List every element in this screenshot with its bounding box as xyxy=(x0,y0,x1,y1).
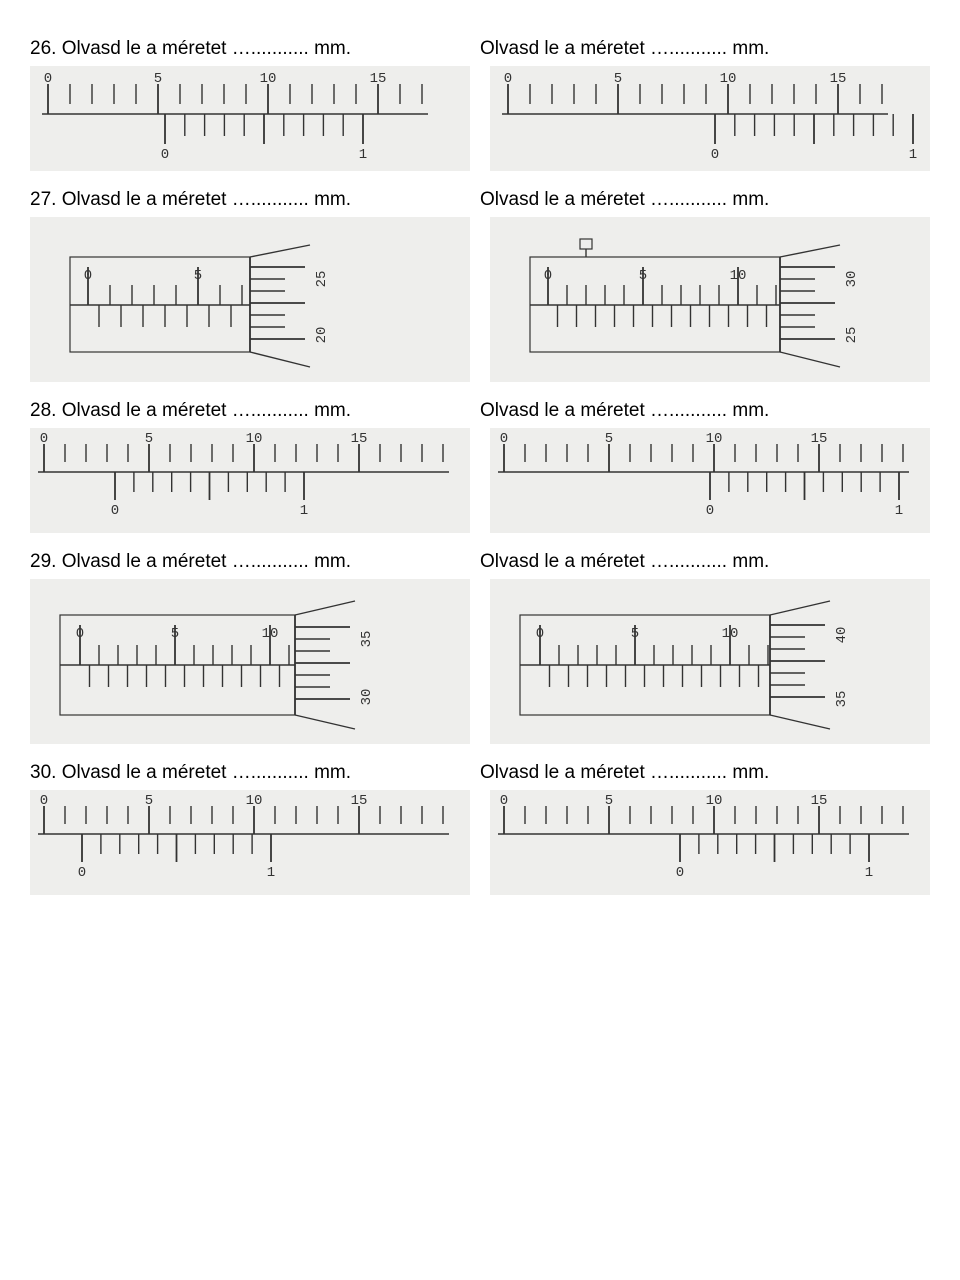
vernier-28-left: 0 5 10 15 0 1 xyxy=(30,428,470,533)
question-30-header: 30. Olvasd le a méretet …........... mm.… xyxy=(30,762,930,784)
svg-text:0: 0 xyxy=(161,147,169,163)
question-26-diagrams: 0 5 10 15 0 1 0 5 10 15 0 1 xyxy=(30,66,930,171)
svg-text:25: 25 xyxy=(314,271,330,288)
question-26-header: 26. Olvasd le a méretet …........... mm.… xyxy=(30,38,930,60)
q28-text-l: Olvasd le a méretet …........... mm. xyxy=(62,400,351,421)
svg-text:1: 1 xyxy=(267,865,275,881)
svg-text:10: 10 xyxy=(730,268,747,284)
svg-text:15: 15 xyxy=(351,793,368,809)
svg-text:0: 0 xyxy=(76,626,84,642)
svg-text:5: 5 xyxy=(145,793,153,809)
svg-text:10: 10 xyxy=(260,71,277,87)
svg-text:30: 30 xyxy=(844,271,860,288)
svg-text:35: 35 xyxy=(359,631,375,648)
q26-num: 26. xyxy=(30,38,56,59)
svg-text:5: 5 xyxy=(614,71,622,87)
vernier-30-right: 0 5 10 15 0 1 xyxy=(490,790,930,895)
question-30-diagrams: 0 5 10 15 0 1 0 5 10 15 0 1 xyxy=(30,790,930,895)
question-29-header: 29. Olvasd le a méretet …........... mm.… xyxy=(30,551,930,573)
q28-text-r: Olvasd le a méretet …........... mm. xyxy=(480,400,769,421)
svg-text:0: 0 xyxy=(111,503,119,519)
vernier-26-left: 0 5 10 15 0 1 xyxy=(30,66,470,171)
svg-text:10: 10 xyxy=(706,793,723,809)
svg-text:1: 1 xyxy=(865,865,873,881)
svg-text:10: 10 xyxy=(262,626,279,642)
svg-text:10: 10 xyxy=(706,431,723,447)
svg-text:15: 15 xyxy=(811,793,828,809)
q30-text-r: Olvasd le a méretet …........... mm. xyxy=(480,762,769,783)
vernier-26-right: 0 5 10 15 0 1 xyxy=(490,66,930,171)
question-29-diagrams: 0 5 10 35 30 0 5 10 40 35 xyxy=(30,579,930,744)
q28-num: 28. xyxy=(30,400,56,421)
question-27-header: 27. Olvasd le a méretet …........... mm.… xyxy=(30,189,930,211)
q26-text-r: Olvasd le a méretet …........... mm. xyxy=(480,38,769,59)
svg-text:15: 15 xyxy=(830,71,847,87)
vernier-30-left: 0 5 10 15 0 1 xyxy=(30,790,470,895)
svg-text:0: 0 xyxy=(544,268,552,284)
svg-text:5: 5 xyxy=(145,431,153,447)
svg-text:20: 20 xyxy=(314,327,330,344)
svg-text:5: 5 xyxy=(194,268,202,284)
question-28-header: 28. Olvasd le a méretet …........... mm.… xyxy=(30,400,930,422)
svg-text:25: 25 xyxy=(844,327,860,344)
question-28-diagrams: 0 5 10 15 0 1 0 5 10 15 0 1 xyxy=(30,428,930,533)
svg-text:0: 0 xyxy=(44,71,52,87)
svg-text:10: 10 xyxy=(246,431,263,447)
q26-text-l: Olvasd le a méretet …........... mm. xyxy=(62,38,351,59)
q29-num: 29. xyxy=(30,551,56,572)
q30-num: 30. xyxy=(30,762,56,783)
micrometer-29-right: 0 5 10 40 35 xyxy=(490,579,930,744)
svg-text:1: 1 xyxy=(909,147,917,163)
svg-text:15: 15 xyxy=(351,431,368,447)
q29-text-l: Olvasd le a méretet …........... mm. xyxy=(62,551,351,572)
svg-text:40: 40 xyxy=(834,627,850,644)
svg-text:0: 0 xyxy=(706,503,714,519)
svg-text:1: 1 xyxy=(300,503,308,519)
question-27-diagrams: 0 5 25 20 0 5 10 30 25 xyxy=(30,217,930,382)
svg-text:0: 0 xyxy=(40,793,48,809)
svg-text:15: 15 xyxy=(370,71,387,87)
svg-text:5: 5 xyxy=(154,71,162,87)
svg-text:10: 10 xyxy=(720,71,737,87)
svg-text:15: 15 xyxy=(811,431,828,447)
q27-num: 27. xyxy=(30,189,56,210)
q27-text-l: Olvasd le a méretet …........... mm. xyxy=(62,189,351,210)
svg-text:0: 0 xyxy=(536,626,544,642)
svg-text:10: 10 xyxy=(722,626,739,642)
svg-text:0: 0 xyxy=(40,431,48,447)
svg-text:10: 10 xyxy=(246,793,263,809)
q30-text-l: Olvasd le a méretet …........... mm. xyxy=(62,762,351,783)
micrometer-29-left: 0 5 10 35 30 xyxy=(30,579,470,744)
svg-text:5: 5 xyxy=(605,793,613,809)
micrometer-27-right: 0 5 10 30 25 xyxy=(490,217,930,382)
svg-text:0: 0 xyxy=(676,865,684,881)
vernier-28-right: 0 5 10 15 0 1 xyxy=(490,428,930,533)
svg-text:0: 0 xyxy=(500,431,508,447)
svg-text:5: 5 xyxy=(631,626,639,642)
svg-text:5: 5 xyxy=(171,626,179,642)
svg-text:1: 1 xyxy=(895,503,903,519)
svg-text:5: 5 xyxy=(639,268,647,284)
svg-text:5: 5 xyxy=(605,431,613,447)
svg-text:0: 0 xyxy=(711,147,719,163)
q29-text-r: Olvasd le a méretet …........... mm. xyxy=(480,551,769,572)
q27-text-r: Olvasd le a méretet …........... mm. xyxy=(480,189,769,210)
micrometer-27-left: 0 5 25 20 xyxy=(30,217,470,382)
svg-text:0: 0 xyxy=(78,865,86,881)
svg-text:0: 0 xyxy=(504,71,512,87)
svg-text:0: 0 xyxy=(84,268,92,284)
svg-text:0: 0 xyxy=(500,793,508,809)
svg-text:1: 1 xyxy=(359,147,367,163)
svg-text:30: 30 xyxy=(359,689,375,706)
svg-text:35: 35 xyxy=(834,691,850,708)
